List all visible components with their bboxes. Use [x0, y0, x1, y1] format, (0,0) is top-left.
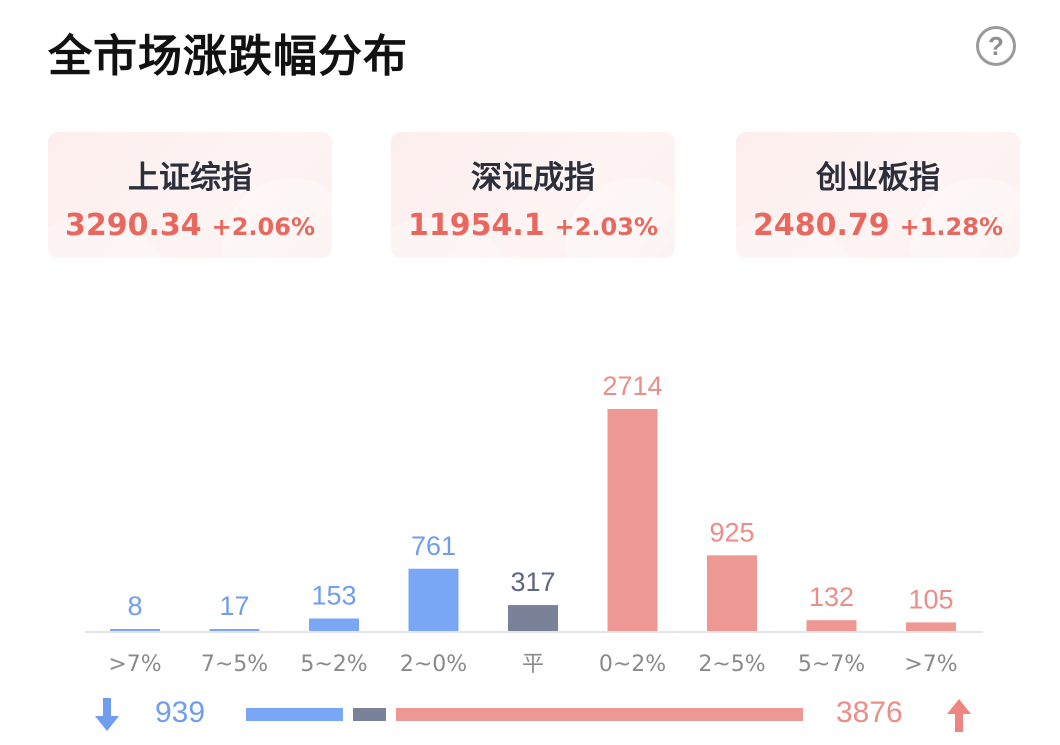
category-label: >7% [904, 652, 957, 677]
page-title: 全市场涨跌幅分布 [48, 31, 408, 82]
bar-value-label: 153 [311, 580, 356, 610]
arrow-up-icon [947, 699, 971, 732]
index-name: 上证综指 [128, 160, 252, 196]
arrow-down-icon [95, 698, 119, 731]
index-values: 3290.34 +2.06% [48, 208, 332, 243]
index-price: 11954.1 [407, 208, 545, 243]
up-total: 3876 [836, 696, 903, 729]
down-total: 939 [155, 696, 206, 729]
index-price: 2480.79 [752, 208, 890, 243]
category-label: 2~0% [400, 652, 467, 677]
index-name: 深证成指 [471, 160, 595, 196]
index-change: +1.28% [899, 213, 1003, 241]
category-label: 0~2% [599, 652, 666, 677]
index-values: 11954.1 +2.03% [391, 208, 675, 243]
category-label: 平 [522, 652, 544, 677]
flat-ratio-bar [353, 708, 386, 721]
chart-bar [209, 629, 260, 631]
chart-bar [607, 409, 658, 631]
category-label: 7~5% [201, 652, 268, 677]
bar-value-label: 925 [709, 517, 754, 547]
index-change: +2.06% [211, 213, 315, 241]
bar-value-label: 105 [908, 584, 953, 614]
index-card-szse[interactable]: 深证成指 11954.1 +2.03% [391, 132, 675, 258]
trend-up-icon [970, 209, 997, 234]
index-price: 3290.34 [64, 208, 202, 243]
index-values: 2480.79 +1.28% [736, 208, 1020, 243]
index-card-chinext[interactable]: 创业板指 2480.79 +1.28% [736, 132, 1020, 258]
chart-bar [707, 555, 757, 631]
chart-bar [806, 620, 857, 631]
chart-bar [508, 605, 558, 631]
bar-value-label: 17 [219, 591, 249, 621]
help-icon[interactable]: ? [976, 26, 1016, 66]
chart-bar [408, 568, 459, 631]
category-label: 5~2% [300, 652, 367, 677]
category-label: 5~7% [798, 652, 865, 677]
chart-bar [110, 629, 160, 631]
bar-value-label: 2714 [602, 371, 662, 401]
bar-value-label: 132 [809, 582, 854, 612]
index-change: +2.03% [554, 213, 658, 241]
trend-up-icon [282, 209, 309, 234]
bar-value-label: 317 [510, 567, 555, 597]
bar-value-label: 8 [127, 591, 142, 621]
chart-bar [906, 622, 956, 631]
index-card-sse[interactable]: 上证综指 3290.34 +2.06% [48, 132, 332, 258]
category-label: >7% [108, 652, 161, 677]
trend-up-icon [625, 209, 652, 234]
bar-value-label: 761 [411, 531, 456, 561]
distribution-chart: 8 >7% 17 7~5% 153 5~2% 761 2~0% 317 平 2714 0~2% 925 2… [85, 371, 983, 677]
index-name: 创业板指 [816, 160, 940, 196]
up-ratio-bar [396, 708, 803, 721]
chart-bar [309, 618, 359, 631]
category-label: 2~5% [698, 652, 765, 677]
down-ratio-bar [246, 708, 343, 721]
